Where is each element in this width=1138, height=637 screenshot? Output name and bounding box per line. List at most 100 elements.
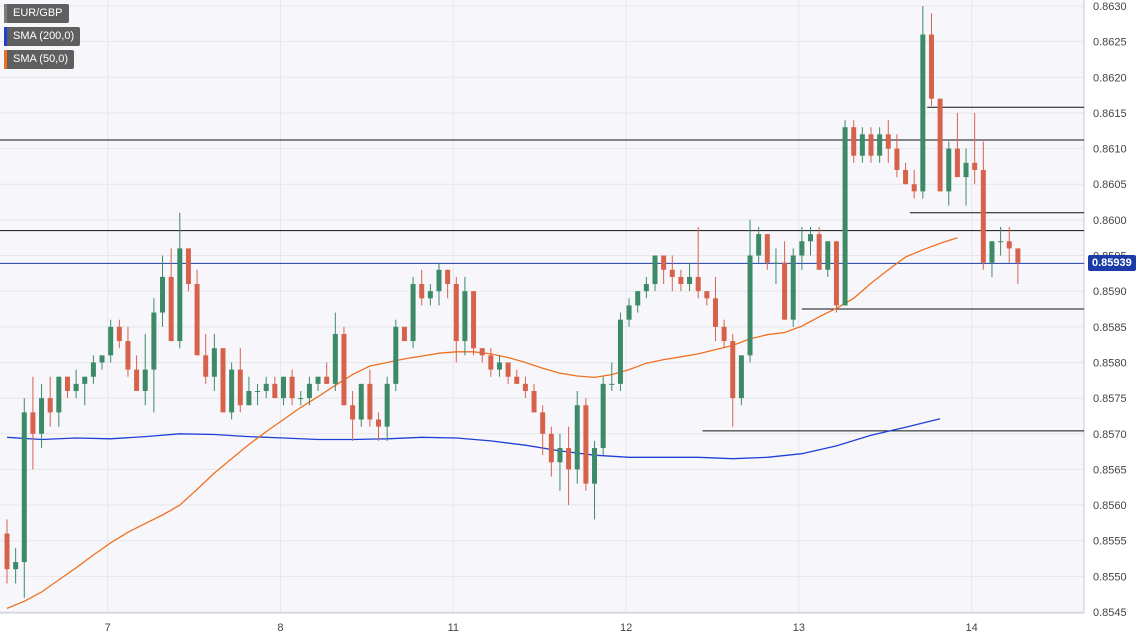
candle-body [851, 127, 857, 156]
legend-label-sma-50: SMA (50,0) [13, 53, 69, 65]
x-tick-label: 13 [793, 622, 805, 634]
legend-item-symbol[interactable]: EUR/GBP [4, 4, 69, 23]
y-tick-label: 0.8615 [1093, 108, 1127, 120]
candle-body [548, 433, 554, 463]
candle-body [427, 291, 433, 299]
candle-body [712, 298, 718, 327]
candle-body [609, 383, 615, 385]
current-price-tag: 0.85939 [1088, 255, 1136, 272]
candle-body [946, 148, 952, 192]
y-tick-label: 0.8550 [1093, 571, 1127, 583]
candle-body [885, 134, 891, 149]
candle-body [151, 312, 157, 370]
candle-body [652, 255, 658, 285]
candle-body [704, 291, 710, 299]
candle-body [954, 148, 960, 178]
candle-body [280, 376, 286, 399]
candle-body [695, 276, 701, 292]
y-tick-label: 0.8570 [1093, 429, 1127, 441]
candle-body [808, 234, 814, 242]
candle-body [963, 162, 969, 178]
candle-body [298, 398, 304, 400]
candle-body [47, 398, 53, 413]
candle-body [13, 562, 19, 570]
candle-body [583, 405, 589, 484]
candle-body [782, 262, 788, 320]
legend-swatch-symbol [4, 4, 7, 23]
y-tick-label: 0.8630 [1093, 1, 1127, 13]
legend-item-sma-200[interactable]: SMA (200,0) [4, 27, 81, 46]
candle-body [592, 448, 598, 484]
candle-body [263, 383, 269, 391]
candle-body [816, 234, 822, 270]
candle-body [272, 383, 278, 399]
candle-body [436, 269, 442, 292]
candle-body [799, 241, 805, 256]
candle-body [522, 383, 528, 391]
candle-body [99, 355, 105, 363]
candle-body [194, 284, 200, 356]
candle-body [635, 291, 641, 306]
candle-body [1006, 241, 1012, 249]
candle-body [825, 241, 831, 270]
y-tick-label: 0.8620 [1093, 72, 1127, 84]
x-tick-label: 11 [448, 622, 459, 634]
candle-body [39, 398, 45, 434]
candle-body [877, 134, 883, 156]
candle-body [903, 169, 909, 185]
candle-body [82, 376, 88, 384]
candle-body [350, 405, 356, 420]
candle-body [168, 276, 174, 342]
candle-body [920, 34, 926, 192]
candle-body [30, 412, 36, 434]
candle-body [332, 333, 338, 384]
x-tick-label: 14 [966, 622, 978, 634]
y-tick-label: 0.8585 [1093, 322, 1127, 334]
candle-body [134, 369, 140, 391]
candle-body [928, 34, 934, 99]
candle-body [756, 234, 762, 256]
y-tick-label: 0.8605 [1093, 179, 1127, 191]
candle-body [471, 291, 477, 349]
candle-body [367, 383, 373, 420]
candle-body [730, 341, 736, 399]
legend-swatch-sma-50 [4, 50, 7, 69]
candle-body [721, 326, 727, 342]
candle-body [488, 355, 494, 370]
candle-body [393, 326, 399, 384]
legend-item-sma-50[interactable]: SMA (50,0) [4, 50, 75, 69]
x-tick-label: 7 [105, 622, 111, 634]
candle-body [678, 276, 684, 285]
legend-label-sma-200: SMA (200,0) [13, 30, 75, 42]
candle-body [160, 276, 166, 313]
candle-body [531, 390, 537, 413]
candle-body [626, 305, 632, 320]
candle-body [401, 326, 407, 342]
candle-body [661, 255, 667, 270]
candle-body [341, 333, 347, 406]
candle-body [643, 284, 649, 292]
candle-body [764, 234, 770, 263]
candle-body [842, 127, 848, 306]
y-tick-label: 0.8545 [1093, 607, 1127, 619]
candle-body [566, 448, 572, 470]
y-tick-label: 0.8580 [1093, 357, 1127, 369]
candle-body [255, 390, 261, 392]
y-tick-label: 0.8560 [1093, 500, 1127, 512]
y-tick-label: 0.8565 [1093, 464, 1127, 476]
candle-body [237, 369, 243, 406]
candle-body [479, 348, 485, 356]
y-tick-label: 0.8625 [1093, 37, 1127, 49]
candle-body [376, 419, 382, 427]
candle-body [747, 255, 753, 356]
candle-body [64, 376, 70, 391]
candle-body [306, 383, 312, 399]
candle-body [868, 134, 874, 156]
y-tick-label: 0.8590 [1093, 286, 1127, 298]
x-tick-label: 8 [277, 622, 283, 634]
candle-body [203, 355, 209, 377]
candle-body [574, 405, 580, 470]
y-tick-label: 0.8600 [1093, 215, 1127, 227]
candle-body [90, 362, 96, 377]
